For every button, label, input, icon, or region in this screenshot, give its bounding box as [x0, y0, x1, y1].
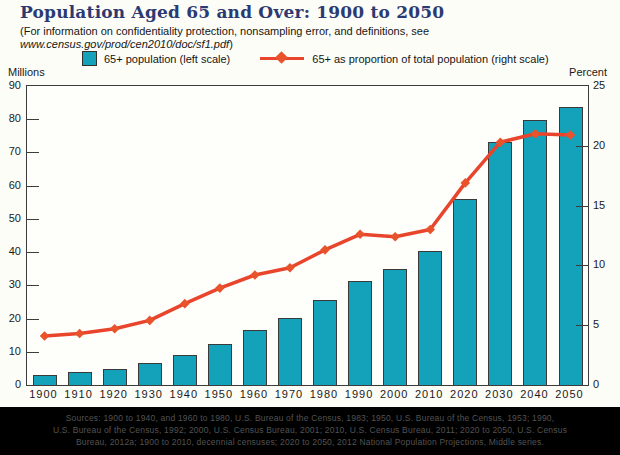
line-point-1920	[110, 324, 120, 334]
bar-series-swatch	[82, 51, 97, 66]
left-axis-label-0: 0	[0, 378, 21, 390]
source-note: Sources: 1900 to 1940, and 1960 to 1980,…	[0, 407, 620, 455]
right-axis-caption: Percent	[569, 66, 607, 78]
source-note-line: U.S. Bureau of the Census, 1992; 2000, U…	[53, 425, 567, 435]
line-point-2000	[390, 232, 400, 242]
bar-series-label: 65+ population (left scale)	[104, 53, 230, 65]
plot-area	[26, 85, 589, 386]
line-point-2040	[531, 129, 541, 139]
source-note-line: Sources: 1900 to 1940, and 1960 to 1980,…	[66, 413, 555, 423]
diamond-marker-icon	[275, 51, 288, 64]
subtitle-close-paren: )	[229, 38, 233, 50]
line-point-2050	[566, 130, 576, 140]
x-axis-label-2050: 2050	[548, 388, 592, 400]
subtitle-text: (For information on confidentiality prot…	[20, 25, 429, 37]
source-note-line: Bureau, 2012a; 1900 to 2010, decennial c…	[76, 437, 544, 447]
left-axis-label-10: 10	[0, 345, 21, 357]
census-aging-chart-figure: Population Aged 65 and Over: 1900 to 205…	[0, 0, 620, 455]
right-axis-label-15: 15	[593, 199, 619, 211]
right-axis-label-5: 5	[593, 318, 619, 330]
line-series-marker	[260, 53, 304, 64]
right-axis-label-25: 25	[593, 79, 619, 91]
left-axis-label-70: 70	[0, 145, 21, 157]
line-point-1910	[75, 329, 85, 339]
right-axis-label-20: 20	[593, 139, 619, 151]
left-axis-label-60: 60	[0, 179, 21, 191]
left-axis-label-80: 80	[0, 112, 21, 124]
proportion-line-series	[27, 86, 588, 385]
subtitle: (For information on confidentiality prot…	[20, 25, 429, 51]
right-axis-label-10: 10	[593, 258, 619, 270]
left-axis-label-20: 20	[0, 312, 21, 324]
left-axis-caption: Millions	[8, 66, 45, 78]
left-axis-label-30: 30	[0, 278, 21, 290]
subtitle-url: www.census.gov/prod/cen2010/doc/sf1.pdf	[20, 38, 229, 50]
left-axis-label-50: 50	[0, 212, 21, 224]
line-series-label: 65+ as proportion of total population (r…	[312, 53, 548, 65]
left-axis-label-90: 90	[0, 79, 21, 91]
line-point-1900	[40, 331, 50, 341]
right-axis-label-0: 0	[593, 378, 619, 390]
chart-legend: 65+ population (left scale) 65+ as propo…	[82, 51, 549, 66]
line-point-1960	[250, 270, 260, 280]
page-title: Population Aged 65 and Over: 1900 to 205…	[20, 2, 444, 22]
left-axis-label-40: 40	[0, 245, 21, 257]
